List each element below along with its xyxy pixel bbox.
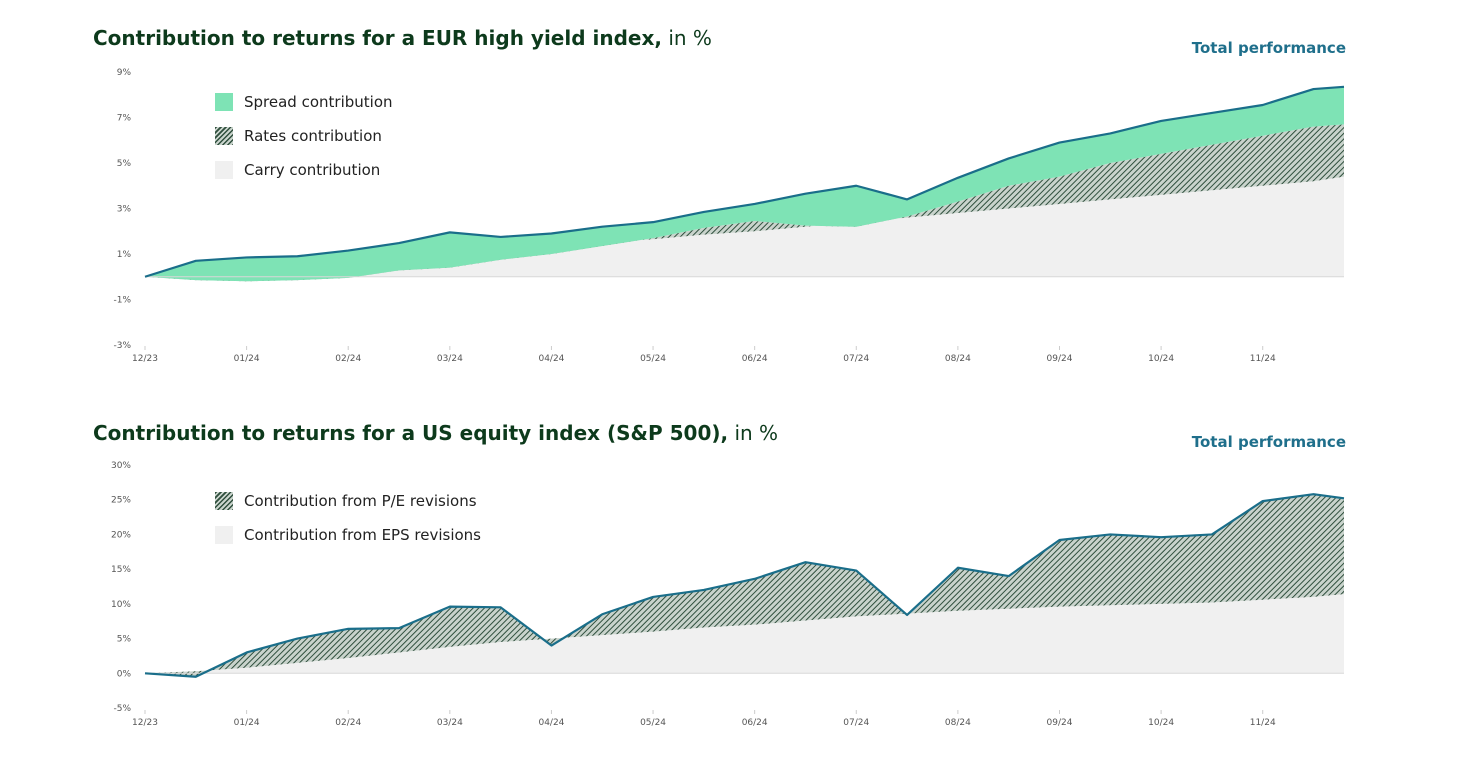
chart2-title-unit: in % xyxy=(734,421,779,445)
chart1-x-tick-label: 03/24 xyxy=(437,354,463,364)
chart2-x-tick-label: 12/23 xyxy=(132,718,158,728)
chart2-y-tick-label: -5% xyxy=(113,704,131,714)
legend-item-carry: Carry contribution xyxy=(215,153,393,187)
chart1-title: Contribution to returns for a EUR high y… xyxy=(93,26,712,50)
spread-area xyxy=(145,86,1344,282)
chart1-y-tick-label: 1% xyxy=(117,250,132,260)
chart2-y-tick-label: 25% xyxy=(111,496,131,506)
legend-label-spread: Spread contribution xyxy=(244,93,393,111)
chart1-title-unit: in % xyxy=(668,26,712,50)
chart2-y-tick-label: 5% xyxy=(117,635,132,645)
pe-area xyxy=(145,494,1344,677)
chart1-x-tick-label: 09/24 xyxy=(1047,354,1073,364)
legend-item-rates: Rates contribution xyxy=(215,119,393,153)
chart2-x-tick-label: 02/24 xyxy=(335,718,361,728)
legend-label-carry: Carry contribution xyxy=(244,161,381,179)
chart2-y-tick-label: 20% xyxy=(111,530,131,540)
legend-label-rates: Rates contribution xyxy=(244,127,382,145)
chart2-title: Contribution to returns for a US equity … xyxy=(93,421,778,445)
chart1-total-performance-line xyxy=(144,85,1345,278)
chart2-x-tick-label: 08/24 xyxy=(945,718,971,728)
chart1-y-tick-label: 5% xyxy=(117,159,132,169)
chart1-x-tick-label: 05/24 xyxy=(640,354,666,364)
chart2-x-tick-label: 01/24 xyxy=(234,718,260,728)
chart2-x-tick-label: 06/24 xyxy=(742,718,768,728)
chart2-x-tick-label: 04/24 xyxy=(538,718,564,728)
chart1-x-tick-label: 02/24 xyxy=(335,354,361,364)
legend-item-spread: Spread contribution xyxy=(215,85,393,119)
chart2-x-tick-label: 11/24 xyxy=(1250,718,1276,728)
chart2-y-tick-label: 0% xyxy=(117,669,132,679)
chart2-y-tick-label: 10% xyxy=(111,600,131,610)
legend-label-eps: Contribution from EPS revisions xyxy=(244,526,481,544)
legend-item-eps: Contribution from EPS revisions xyxy=(215,518,481,552)
legend-item-pe: Contribution from P/E revisions xyxy=(215,484,481,518)
chart2-y-tick-label: 15% xyxy=(111,565,131,575)
chart2-x-tick-label: 05/24 xyxy=(640,718,666,728)
chart1-x-tick-label: 08/24 xyxy=(945,354,971,364)
chart2-x-tick-label: 03/24 xyxy=(437,718,463,728)
chart1-y-tick-label: 9% xyxy=(117,68,132,78)
legend-label-pe: Contribution from P/E revisions xyxy=(244,492,477,510)
chart2-y-tick-label: 30% xyxy=(111,461,131,471)
pe-swatch xyxy=(215,492,233,510)
chart1-legend: Spread contribution Rates contribution C… xyxy=(215,85,393,187)
chart1-x-tick-label: 06/24 xyxy=(742,354,768,364)
spread-swatch xyxy=(215,93,233,111)
eps-swatch xyxy=(215,526,233,544)
chart1-plot: 9% 7% 5% 3% 1% -1% -3%12/23 01/24 02/24 03/24 04/2… xyxy=(113,68,1345,364)
chart1-x-tick-label: 11/24 xyxy=(1250,354,1276,364)
chart1-y-tick-label: -3% xyxy=(113,341,131,351)
chart2-title-text: Contribution to returns for a US equity … xyxy=(93,421,729,445)
chart1-x-tick-label: 10/24 xyxy=(1148,354,1174,364)
chart1-total-performance-label: Total performance xyxy=(1191,39,1346,57)
chart2-x-tick-label: 09/24 xyxy=(1047,718,1073,728)
chart1-x-tick-label: 12/23 xyxy=(132,354,158,364)
chart1-x-tick-label: 07/24 xyxy=(843,354,869,364)
chart1-title-text: Contribution to returns for a EUR high y… xyxy=(93,26,662,50)
chart1-y-tick-label: -1% xyxy=(113,296,131,306)
chart1-y-tick-label: 3% xyxy=(117,205,132,215)
carry-swatch xyxy=(215,161,233,179)
carry-area xyxy=(145,176,1344,277)
chart1-y-tick-label: 7% xyxy=(117,114,132,124)
chart2-total-performance-label: Total performance xyxy=(1191,433,1346,451)
rates-swatch xyxy=(215,127,233,145)
chart2-total-performance-line xyxy=(144,493,1345,678)
chart2-x-tick-label: 10/24 xyxy=(1148,718,1174,728)
chart2-legend: Contribution from P/E revisions Contribu… xyxy=(215,484,481,552)
chart2-x-tick-label: 07/24 xyxy=(843,718,869,728)
chart1-x-tick-label: 04/24 xyxy=(538,354,564,364)
eps-area xyxy=(145,594,1344,674)
chart1-x-tick-label: 01/24 xyxy=(234,354,260,364)
